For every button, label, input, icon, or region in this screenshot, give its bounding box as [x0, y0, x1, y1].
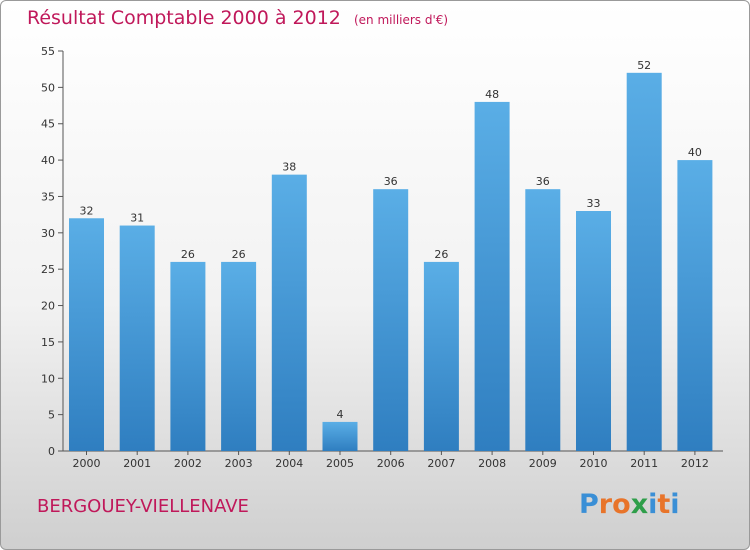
x-tick-label-2004: 2004 [275, 457, 303, 470]
proxiti-logo: Proxiti [579, 489, 680, 520]
x-tick-label-2008: 2008 [478, 457, 506, 470]
commune-name: BERGOUEY-VIELLENAVE [37, 496, 249, 517]
logo-letter: t [657, 489, 671, 520]
x-tick-label-2002: 2002 [174, 457, 202, 470]
bar-2010 [576, 211, 611, 451]
x-tick-label-2012: 2012 [681, 457, 709, 470]
data-label-2000: 32 [80, 204, 94, 217]
logo-letter: P [579, 489, 599, 520]
data-label-2002: 26 [181, 248, 195, 261]
bar-2011 [626, 72, 662, 452]
bar-2009 [525, 189, 561, 451]
bar-2001 [119, 225, 155, 451]
bar-2008 [474, 101, 510, 451]
y-tick-label: 50 [41, 81, 55, 94]
chart-subtitle: (en milliers d'€) [353, 13, 449, 27]
data-label-2007: 26 [434, 248, 448, 261]
x-tick-label-2007: 2007 [427, 457, 455, 470]
y-tick-label: 0 [48, 445, 55, 458]
data-label-2003: 26 [232, 248, 246, 261]
y-tick-label: 20 [41, 300, 55, 313]
x-tick-label-2005: 2005 [326, 457, 354, 470]
x-tick-label-2001: 2001 [123, 457, 151, 470]
y-tick-label: 10 [41, 372, 55, 385]
y-tick-label: 35 [41, 190, 55, 203]
y-tick-label: 15 [41, 336, 55, 349]
bar-2007 [423, 261, 459, 451]
y-tick-label: 30 [41, 227, 55, 240]
logo-letter: r [598, 489, 613, 520]
bar-2006 [373, 189, 409, 451]
data-label-2001: 31 [130, 212, 144, 225]
y-tick-label: 55 [41, 45, 55, 58]
title-row: Résultat Comptable 2000 à 2012 (en milli… [27, 7, 448, 29]
bar-2003 [221, 261, 257, 451]
data-label-2011: 52 [637, 59, 651, 72]
x-tick-label-2006: 2006 [377, 457, 405, 470]
x-tick-label-2011: 2011 [630, 457, 658, 470]
logo-letter: i [648, 489, 658, 520]
data-label-2008: 48 [485, 88, 499, 101]
data-label-2010: 33 [587, 197, 601, 210]
logo-letter: x [630, 489, 649, 520]
data-label-2006: 36 [384, 175, 398, 188]
bar-2000 [69, 218, 104, 451]
logo-letter: o [612, 489, 631, 520]
x-tick-label-2009: 2009 [529, 457, 557, 470]
data-label-2004: 38 [282, 161, 296, 174]
y-tick-label: 40 [41, 154, 55, 167]
y-tick-label: 5 [48, 409, 55, 422]
y-tick-label: 25 [41, 263, 55, 276]
chart-title: Résultat Comptable 2000 à 2012 [27, 7, 341, 29]
x-tick-label-2003: 2003 [225, 457, 253, 470]
bar-2012 [677, 160, 713, 451]
data-label-2012: 40 [688, 146, 702, 159]
y-tick-label: 45 [41, 118, 55, 131]
x-tick-label-2010: 2010 [580, 457, 608, 470]
data-label-2009: 36 [536, 175, 550, 188]
x-tick-label-2000: 2000 [73, 457, 101, 470]
logo-letter: i [670, 489, 680, 520]
bar-2005 [322, 421, 358, 451]
bar-2004 [271, 174, 307, 452]
bar-2002 [170, 261, 206, 451]
data-label-2005: 4 [337, 408, 344, 421]
